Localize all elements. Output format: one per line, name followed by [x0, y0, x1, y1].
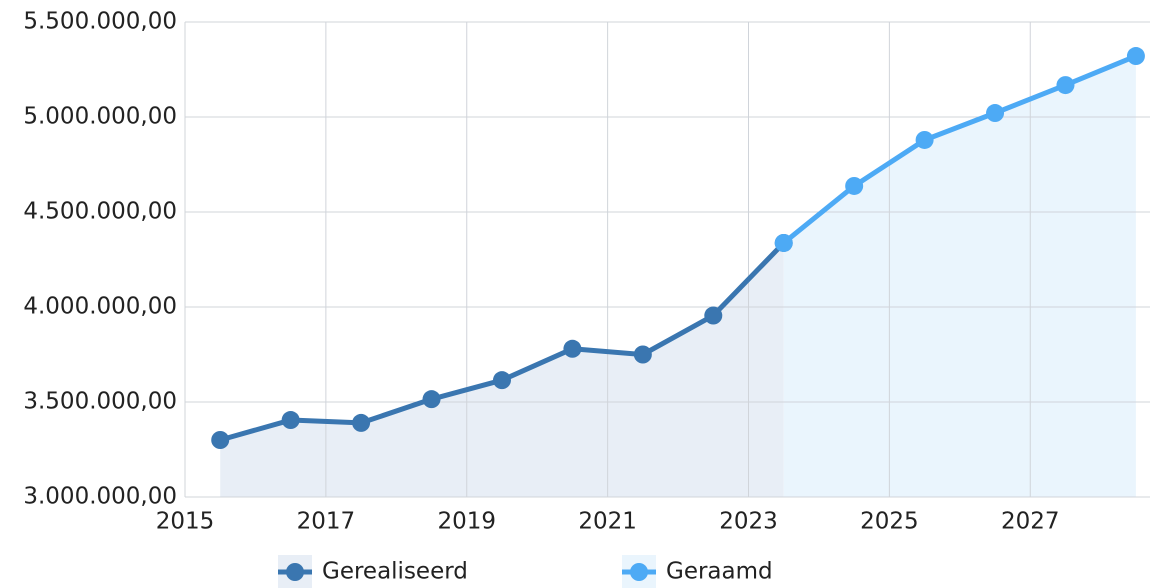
x-tick-label: 2019: [437, 509, 496, 535]
x-tick-label: 2021: [578, 509, 637, 535]
legend-label: Gerealiseerd: [322, 559, 468, 585]
x-tick-label: 2015: [156, 509, 215, 535]
point: [986, 104, 1005, 123]
x-tick-label: 2025: [860, 509, 919, 535]
area: [783, 56, 1136, 497]
point: [845, 176, 864, 195]
y-tick-label: 4.500.000,00: [23, 199, 177, 225]
point: [352, 413, 371, 432]
point: [774, 233, 793, 252]
y-tick-label: 3.000.000,00: [23, 484, 177, 510]
legend-marker: [630, 563, 648, 581]
point: [422, 390, 441, 409]
y-tick-label: 3.500.000,00: [23, 389, 177, 415]
x-tick-label: 2027: [1001, 509, 1060, 535]
x-tick-label: 2017: [297, 509, 356, 535]
legend-marker: [286, 563, 304, 581]
point: [915, 130, 934, 149]
y-tick-label: 4.000.000,00: [23, 294, 177, 320]
point: [1056, 76, 1075, 95]
point: [492, 371, 511, 390]
y-tick-label: 5.500.000,00: [23, 9, 177, 35]
line: [782, 53, 1137, 245]
point: [633, 345, 652, 364]
legend-label: Geraamd: [666, 559, 773, 585]
point: [211, 431, 230, 449]
point: [563, 339, 582, 358]
y-tick-label: 5.000.000,00: [23, 104, 177, 130]
point: [704, 306, 723, 325]
x-tick-label: 2023: [719, 509, 778, 535]
point: [281, 411, 300, 430]
point: [1126, 47, 1145, 66]
area: [220, 242, 784, 497]
